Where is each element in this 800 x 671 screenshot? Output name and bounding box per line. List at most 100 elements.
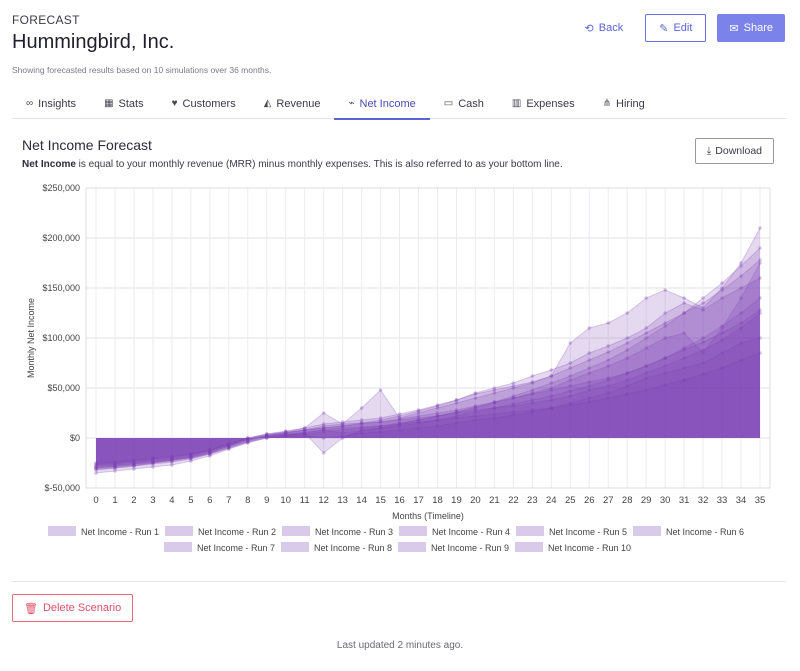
data-point: [245, 438, 250, 442]
data-point: [701, 351, 705, 355]
data-point: [492, 388, 497, 392]
data-point: [151, 456, 155, 460]
data-point: [511, 396, 516, 400]
data-point: [340, 434, 345, 438]
x-tick-label: 2: [131, 495, 136, 506]
data-point: [321, 424, 326, 428]
data-point: [720, 338, 724, 342]
data-point: [701, 301, 705, 305]
data-point: [264, 434, 269, 438]
data-point: [644, 346, 648, 350]
x-tick-label: 14: [356, 495, 367, 506]
money-icon: ▭: [443, 98, 454, 109]
data-point: [321, 428, 326, 432]
tab-expenses[interactable]: ▥ Expenses: [498, 88, 589, 119]
data-point: [473, 418, 478, 422]
legend-label: Net Income - Run 2: [198, 527, 276, 537]
data-point: [208, 448, 212, 452]
data-point: [720, 331, 724, 335]
data-point: [340, 424, 345, 428]
data-point: [416, 426, 421, 430]
data-point: [132, 462, 136, 466]
data-point: [151, 462, 155, 466]
data-point: [454, 410, 459, 414]
data-point: [264, 434, 269, 438]
data-point: [473, 392, 478, 396]
legend-swatch: [165, 526, 193, 536]
data-point: [549, 394, 554, 398]
series-line: [95, 227, 761, 466]
data-point: [701, 336, 705, 340]
download-label: Download: [715, 145, 762, 157]
data-point: [663, 364, 667, 368]
data-point: [113, 464, 117, 468]
data-point: [644, 364, 648, 368]
data-point: [682, 296, 686, 300]
data-point: [132, 460, 136, 464]
y-tick-label: $250,000: [42, 183, 80, 193]
data-point: [208, 452, 212, 456]
last-updated: Last updated 2 minutes ago.: [336, 640, 464, 651]
tab-hiring[interactable]: ⋔ Hiring: [589, 88, 659, 119]
data-point: [359, 421, 364, 425]
data-point: [170, 456, 174, 460]
data-point: [132, 462, 136, 466]
x-tick-label: 27: [603, 495, 614, 506]
data-point: [454, 414, 459, 418]
tab-net-income[interactable]: ⌁ Net Income: [334, 88, 431, 120]
tab-revenue[interactable]: ◭ Revenue: [250, 88, 335, 119]
data-point: [245, 436, 250, 440]
data-point: [701, 308, 705, 312]
data-point: [170, 454, 174, 458]
data-point: [397, 417, 402, 421]
tab-cash[interactable]: ▭ Cash: [430, 88, 498, 119]
data-point: [454, 398, 459, 402]
data-point: [208, 451, 212, 455]
legend-swatch: [282, 526, 310, 536]
data-point: [416, 418, 421, 422]
data-point: [530, 398, 535, 402]
legend-swatch: [633, 526, 661, 536]
share-button[interactable]: ✉ Share: [717, 14, 785, 42]
data-point: [189, 452, 193, 456]
delete-scenario-button[interactable]: 🗑 Delete Scenario: [12, 594, 134, 622]
data-point: [568, 378, 573, 382]
forecast-subtitle: Showing forecasted results based on 10 s…: [12, 65, 272, 75]
legend-label: Net Income - Run 3: [315, 527, 393, 537]
data-point: [511, 402, 516, 406]
data-point: [264, 435, 269, 439]
tab-stats[interactable]: ▦ Stats: [90, 88, 158, 119]
data-point: [530, 391, 535, 395]
data-point: [397, 428, 402, 432]
data-point: [321, 426, 326, 430]
data-point: [758, 308, 762, 312]
tab-insights[interactable]: ∞ Insights: [12, 88, 90, 119]
data-point: [264, 436, 269, 440]
data-point: [454, 401, 459, 405]
data-point: [397, 412, 402, 416]
data-point: [227, 442, 231, 446]
series-area: [96, 260, 760, 464]
org-chart-icon: ⋔: [602, 98, 612, 109]
data-point: [739, 326, 743, 330]
data-point: [132, 467, 136, 471]
download-button[interactable]: ⤓ Download: [694, 138, 774, 164]
data-point: [606, 350, 611, 354]
data-point: [530, 381, 535, 385]
data-point: [587, 326, 592, 330]
series-line: [95, 259, 761, 465]
data-point: [94, 466, 98, 470]
data-point: [227, 444, 231, 448]
data-point: [549, 381, 554, 385]
section-description: Net Income is equal to your monthly reve…: [22, 159, 563, 170]
data-point: [435, 414, 440, 418]
data-point: [739, 274, 743, 278]
data-point: [340, 422, 345, 426]
data-point: [492, 386, 497, 390]
data-point: [587, 388, 592, 392]
edit-button[interactable]: ✎ Edit: [645, 14, 707, 42]
back-button[interactable]: ⟲ Back: [585, 22, 624, 35]
data-point: [245, 437, 250, 441]
tab-customers[interactable]: ♥ Customers: [158, 88, 250, 119]
data-point: [511, 404, 516, 408]
